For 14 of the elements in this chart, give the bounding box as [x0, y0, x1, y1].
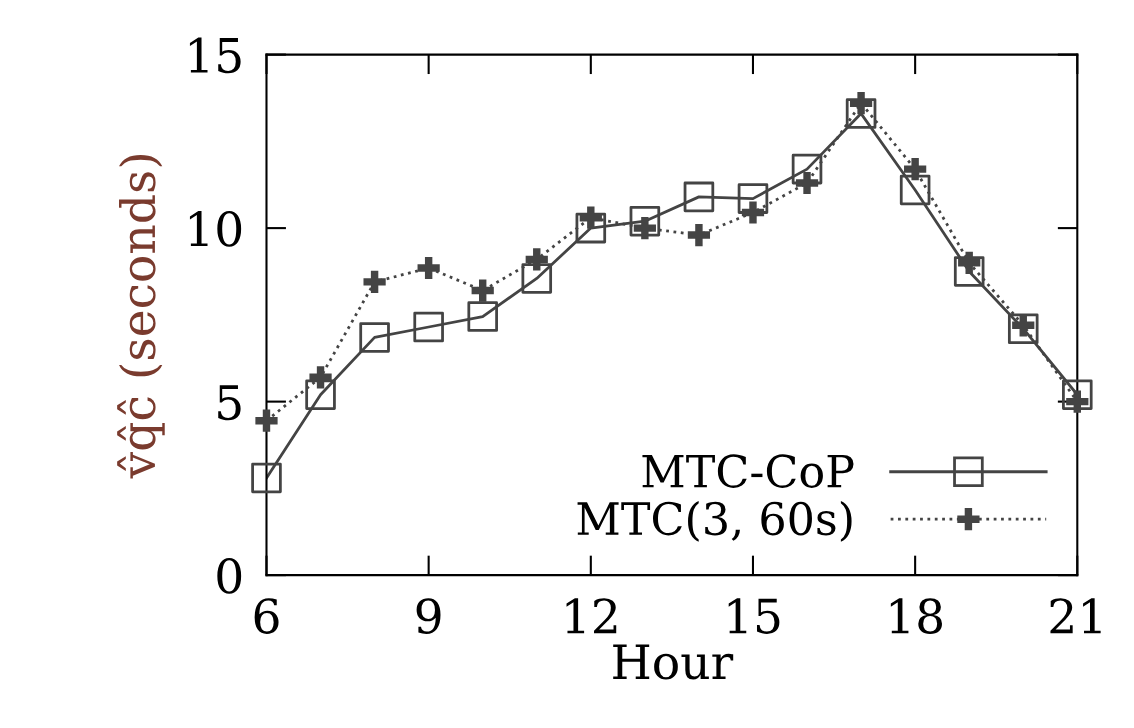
legend-label: MTC(3, 60s)	[577, 501, 852, 542]
x-tick-label: 9	[416, 598, 441, 634]
x-tick-label: 15	[728, 598, 780, 634]
x-tick-label: 18	[890, 598, 942, 634]
x-tick-label: 12	[566, 598, 617, 634]
legend-label: MTC-CoP	[642, 454, 854, 488]
x-axis-title: Hour	[613, 644, 734, 680]
x-tick-label: 21	[1050, 598, 1101, 634]
y-tick-label: 5	[218, 385, 241, 421]
y-tick-label: 10	[189, 211, 242, 247]
y-tick-label: 0	[217, 558, 242, 594]
y-axis-title: v̂q̂ĉ (seconds)	[117, 155, 165, 479]
y-tick-label: 15	[189, 37, 241, 74]
x-tick-label: 6	[254, 598, 279, 634]
